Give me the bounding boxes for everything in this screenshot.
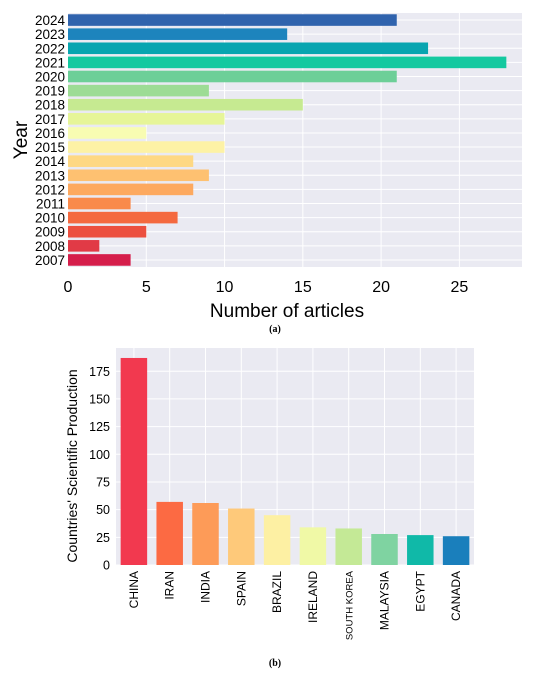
y-tick-label: 50: [96, 503, 110, 517]
y-tick-label: 2015: [35, 140, 65, 155]
x-tick-label: 5: [142, 279, 151, 296]
panel-label-b: (b): [269, 658, 281, 669]
y-tick-label: 2014: [35, 154, 66, 169]
y-tick-label: 2007: [35, 253, 65, 268]
bar-2009: [68, 225, 147, 238]
bar-2021: [68, 56, 507, 69]
x-tick-label: EGYPT: [413, 570, 427, 611]
bar-2014: [68, 155, 194, 167]
y-tick-label: 2011: [36, 197, 65, 212]
bar-brazil: [263, 515, 291, 565]
x-tick-label: IRELAND: [306, 571, 320, 623]
y-axis-label-a: Year: [11, 120, 32, 159]
y-tick-label: 25: [96, 531, 110, 545]
bar-2020: [68, 70, 397, 83]
bar-2008: [68, 240, 100, 252]
x-tick-labels-a: 0 5 10 15 20 25: [64, 279, 469, 296]
bar-2018: [68, 98, 303, 111]
y-tick-label: 75: [96, 475, 110, 489]
y-tick-label: 2013: [35, 168, 65, 183]
bar-2013: [68, 169, 209, 182]
plot-area-a: [68, 13, 522, 267]
bar-malaysia: [371, 534, 398, 565]
bar-china: [120, 357, 148, 565]
y-tick-label: 150: [89, 392, 110, 406]
y-tick-label: 2018: [35, 98, 65, 113]
x-tick-labels-b: CHINA IRAN INDIA SPAIN BRAZIL IRELAND SOUTH KO…: [127, 570, 463, 640]
x-axis-label-a: Number of articles: [210, 301, 364, 322]
bar-spain: [228, 508, 255, 565]
bar-2016: [68, 127, 147, 139]
y-tick-label: 2021: [35, 55, 65, 70]
x-tick-label: SPAIN: [234, 571, 248, 606]
x-tick-label: CANADA: [449, 571, 463, 621]
y-tick-label: 2009: [35, 225, 65, 240]
bar-ireland: [299, 527, 327, 565]
y-tick-label: 2023: [35, 27, 65, 42]
x-tick-label: IRAN: [163, 571, 177, 600]
bar-2015: [68, 141, 225, 153]
bar-2007: [68, 254, 131, 266]
panel-a-articles-per-year: 2024202320222021202020192018201720162015…: [11, 13, 522, 335]
bar-iran: [156, 501, 183, 565]
x-tick-label: BRAZIL: [270, 571, 284, 613]
panel-label-a: (a): [269, 324, 281, 335]
x-tick-label: 20: [372, 279, 390, 296]
y-tick-label: 2008: [35, 239, 65, 254]
x-tick-label: 15: [294, 279, 312, 296]
y-tick-label: 2012: [35, 182, 65, 197]
bar-2023: [68, 28, 288, 40]
bar-egypt: [407, 535, 434, 565]
y-tick-label: 2022: [35, 41, 65, 56]
bar-2019: [68, 84, 209, 97]
x-tick-label: 25: [450, 279, 468, 296]
y-tick-label: 2024: [35, 13, 66, 28]
bar-india: [192, 503, 219, 565]
y-axis-label-b: Countries' Scientific Production: [64, 369, 80, 562]
y-tick-label: 100: [89, 448, 110, 462]
x-tick-label: CHINA: [127, 571, 141, 608]
y-tick-label: 2016: [35, 126, 65, 141]
bars-b: [120, 357, 470, 565]
bar-2011: [68, 197, 131, 210]
bar-2012: [68, 183, 194, 196]
x-tick-label: 10: [216, 279, 234, 296]
bar-2022: [68, 42, 429, 55]
y-tick-label: 2010: [35, 211, 65, 226]
bars-a: [68, 14, 507, 266]
bar-2017: [68, 113, 225, 125]
y-tick-label: 2017: [35, 112, 65, 127]
x-tick-label: SOUTH KOREA: [345, 570, 356, 640]
y-tick-label: 2019: [35, 84, 65, 99]
x-tick-label: INDIA: [199, 571, 213, 603]
y-tick-label: 175: [89, 365, 110, 379]
y-tick-label: 2020: [35, 70, 65, 85]
panel-b-country-production: 0 25 50 75 100 125 150 175 CHINA IRAN INDIA SPAIN B…: [64, 348, 474, 669]
bar-canada: [442, 536, 470, 565]
x-tick-label: 0: [64, 279, 73, 296]
bar-2010: [68, 211, 178, 224]
bar-2024: [68, 14, 397, 26]
y-tick-labels-b: 0 25 50 75 100 125 150 175: [89, 365, 110, 573]
y-tick-label: 125: [89, 420, 110, 434]
y-tick-labels-a: 2024202320222021202020192018201720162015…: [35, 13, 66, 268]
bar-south-korea: [335, 528, 362, 565]
x-tick-label: MALAYSIA: [378, 571, 392, 630]
y-tick-label: 0: [103, 559, 110, 573]
